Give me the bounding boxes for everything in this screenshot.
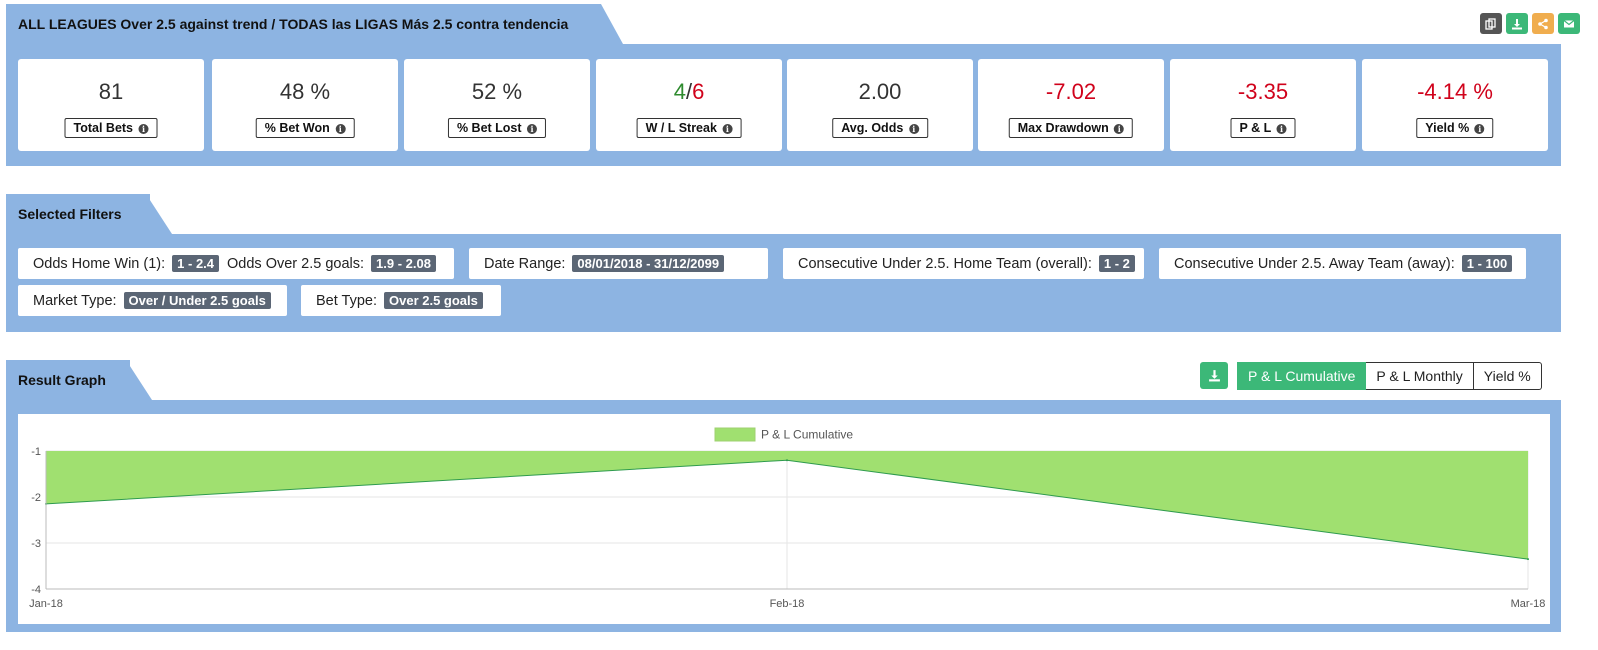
legend-label: P & L Cumulative xyxy=(761,428,853,442)
filters-section-title: Selected Filters xyxy=(6,194,172,234)
copy-icon[interactable] xyxy=(1480,13,1502,34)
info-icon[interactable]: i xyxy=(722,123,733,134)
info-icon[interactable]: i xyxy=(908,123,919,134)
legend-swatch xyxy=(714,427,756,442)
x-tick-label: Feb-18 xyxy=(770,598,805,610)
filter-label: Date Range: xyxy=(484,255,566,272)
email-icon[interactable] xyxy=(1558,13,1580,34)
chart-svg: -1 -2 -3 -4 Jan-18 Feb-18 Mar-18 P & L Cumulati… xyxy=(29,427,1546,610)
filter-chip-home-under: Consecutive Under 2.5. Home Team (overal… xyxy=(783,248,1144,279)
filter-label: Bet Type: xyxy=(316,292,377,309)
filter-value: 08/01/2018 - 31/12/2099 xyxy=(572,255,725,272)
stat-card-wl-streak: 4/6 W / L Streak i xyxy=(596,59,782,151)
stat-value: 81 xyxy=(98,79,124,104)
stat-label[interactable]: Total Bets i xyxy=(64,118,158,138)
header-actions xyxy=(1480,13,1580,34)
series-area xyxy=(46,451,1528,560)
y-tick-label: -2 xyxy=(31,492,41,504)
filter-value: 1 - 2 xyxy=(1098,255,1135,272)
stat-value: 2.00 xyxy=(858,79,902,104)
data-point xyxy=(786,459,788,462)
win-streak-value: 4 xyxy=(673,79,686,104)
filter-value: 1 - 100 xyxy=(1461,255,1513,272)
filter-value: 1 - 2.4 xyxy=(172,255,220,272)
filter-value: Over 2.5 goals xyxy=(384,292,483,309)
filter-label: Odds Over 2.5 goals: xyxy=(227,255,365,272)
info-icon[interactable]: i xyxy=(138,123,149,134)
stat-value: -7.02 xyxy=(1045,79,1097,104)
yield-button[interactable]: Yield % xyxy=(1473,362,1542,390)
stat-label[interactable]: Yield % i xyxy=(1416,118,1494,138)
stat-card-max-drawdown: -7.02 Max Drawdown i xyxy=(978,59,1164,151)
stat-value: 52 % xyxy=(471,79,523,104)
filter-value: 1.9 - 2.08 xyxy=(371,255,436,272)
chart-download-button[interactable] xyxy=(1200,362,1228,389)
filter-value: Over / Under 2.5 goals xyxy=(123,292,271,309)
stat-label[interactable]: W / L Streak i xyxy=(636,118,742,138)
download-icon[interactable] xyxy=(1506,13,1528,34)
pl-cumulative-button[interactable]: P & L Cumulative xyxy=(1237,362,1367,390)
stat-value: -4.14 % xyxy=(1417,79,1493,104)
x-tick-label: Jan-18 xyxy=(29,598,63,610)
loss-streak-value: 6 xyxy=(692,79,705,104)
stat-card-bet-lost: 52 % % Bet Lost i xyxy=(404,59,590,151)
stat-card-total-bets: 81 Total Bets i xyxy=(18,59,204,151)
stat-card-yield: -4.14 % Yield % i xyxy=(1362,59,1548,151)
stat-label[interactable]: Avg. Odds i xyxy=(832,118,928,138)
info-icon[interactable]: i xyxy=(527,123,538,134)
data-point xyxy=(1527,558,1529,561)
filter-chip-bet-type: Bet Type: Over 2.5 goals xyxy=(301,285,501,316)
stat-card-pl: -3.35 P & L i xyxy=(1170,59,1356,151)
graph-title-text: Result Graph xyxy=(18,372,106,388)
info-icon[interactable]: i xyxy=(335,123,346,134)
download-icon xyxy=(1208,370,1220,382)
graph-mode-toggle: P & L Cumulative P & L Monthly Yield % xyxy=(1237,362,1542,390)
page-title-text: ALL LEAGUES Over 2.5 against trend / TOD… xyxy=(18,16,569,32)
graph-section-title: Result Graph xyxy=(6,360,152,400)
info-icon[interactable]: i xyxy=(1114,123,1125,134)
stat-value: -3.35 xyxy=(1237,79,1289,104)
stat-label[interactable]: % Bet Won i xyxy=(255,118,355,138)
stat-value: 4/6 xyxy=(596,79,782,105)
filter-label: Consecutive Under 2.5. Away Team (away): xyxy=(1174,255,1455,272)
filter-chip-odds: Odds Home Win (1): 1 - 2.4 Odds Over 2.5 … xyxy=(18,248,454,279)
streak-separator: / xyxy=(685,79,693,104)
stat-label[interactable]: % Bet Lost i xyxy=(447,118,547,138)
stat-label[interactable]: Max Drawdown i xyxy=(1008,118,1134,138)
filter-chip-market-type: Market Type: Over / Under 2.5 goals xyxy=(18,285,287,316)
x-tick-label: Mar-18 xyxy=(1511,598,1546,610)
pl-monthly-button[interactable]: P & L Monthly xyxy=(1366,362,1474,390)
share-icon[interactable] xyxy=(1532,13,1554,34)
filter-label: Consecutive Under 2.5. Home Team (overal… xyxy=(798,255,1092,272)
stat-card-bet-won: 48 % % Bet Won i xyxy=(212,59,398,151)
info-icon[interactable]: i xyxy=(1276,123,1287,134)
graph-panel: -1 -2 -3 -4 Jan-18 Feb-18 Mar-18 P & L Cumulati… xyxy=(6,400,1561,632)
stat-label[interactable]: P & L i xyxy=(1230,118,1296,138)
y-tick-label: -1 xyxy=(31,446,41,458)
stats-panel: 81 Total Bets i 48 % % Bet Won i 52 % % … xyxy=(6,44,1561,166)
result-chart: -1 -2 -3 -4 Jan-18 Feb-18 Mar-18 P & L Cumulati… xyxy=(18,414,1550,624)
filters-panel: Odds Home Win (1): 1 - 2.4 Odds Over 2.5 … xyxy=(6,234,1561,332)
filter-chip-away-under: Consecutive Under 2.5. Away Team (away):… xyxy=(1159,248,1526,279)
stat-card-avg-odds: 2.00 Avg. Odds i xyxy=(787,59,973,151)
filter-label: Odds Home Win (1): xyxy=(33,255,166,272)
info-icon[interactable]: i xyxy=(1474,123,1485,134)
y-tick-label: -3 xyxy=(31,538,41,550)
page-title: ALL LEAGUES Over 2.5 against trend / TOD… xyxy=(6,4,623,44)
y-tick-label: -4 xyxy=(31,584,41,596)
stat-value: 48 % xyxy=(279,79,331,104)
filters-title-text: Selected Filters xyxy=(18,206,122,222)
filter-label: Market Type: xyxy=(33,292,117,309)
filter-chip-date-range: Date Range: 08/01/2018 - 31/12/2099 xyxy=(469,248,768,279)
